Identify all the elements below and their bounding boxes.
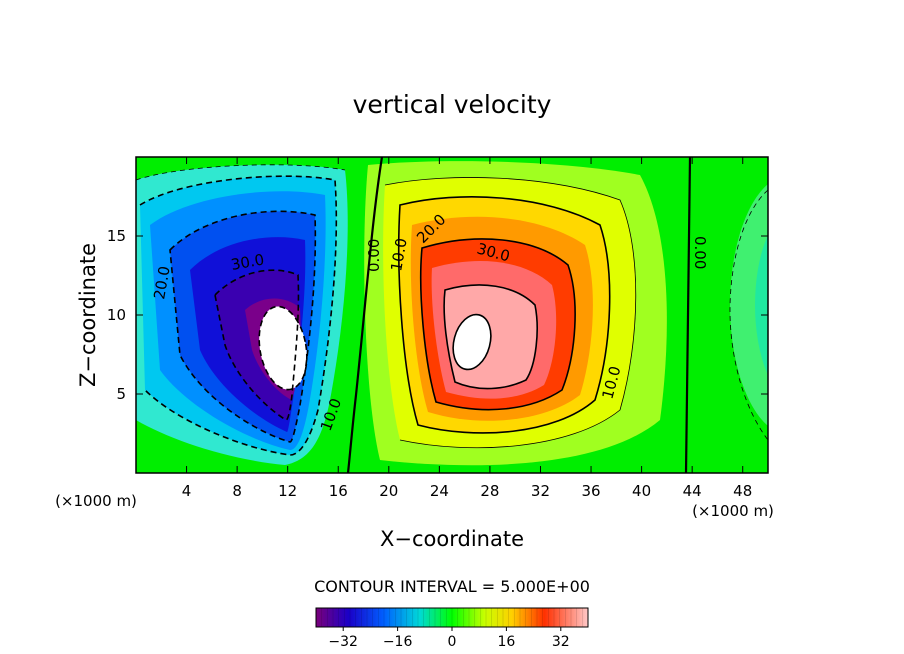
x-tick-label: 40 bbox=[632, 482, 651, 500]
pos-contour-30 bbox=[443, 284, 538, 390]
y-axis: 5 10 15 bbox=[107, 227, 768, 403]
x-tick-label: 12 bbox=[278, 482, 297, 500]
contour-field: 20.0 30.0 10.0 0.00 10.0 20.0 30.0 10.0 … bbox=[136, 157, 768, 473]
zero-contour-right bbox=[684, 157, 692, 473]
downdraft-core-outline bbox=[258, 305, 308, 391]
x-tick-label: 24 bbox=[430, 482, 449, 500]
x-tick-label: 20 bbox=[379, 482, 398, 500]
colorbar: −32 −16 0 16 32 bbox=[315, 607, 589, 650]
right-weak-downdraft bbox=[730, 184, 768, 426]
colorbar-tick-label: 16 bbox=[497, 634, 515, 650]
updraft-core-outline bbox=[452, 313, 492, 371]
y-axis-title: Z−coordinate bbox=[76, 243, 100, 387]
contour-lines bbox=[136, 157, 768, 473]
x-unit-left: (×1000 m) bbox=[55, 492, 137, 510]
contour-label: 10.0 bbox=[387, 237, 411, 273]
contour-label: 0.00 bbox=[691, 236, 709, 269]
neg-contour-thin-1 bbox=[136, 164, 346, 181]
downdraft-cell bbox=[136, 164, 348, 465]
x-unit-right: (×1000 m) bbox=[692, 502, 774, 520]
contour-label: 30.0 bbox=[230, 250, 266, 274]
contour-interval-label: CONTOUR INTERVAL = 5.000E+00 bbox=[314, 577, 590, 596]
updraft-cell bbox=[364, 161, 667, 466]
x-tick-label: 16 bbox=[329, 482, 348, 500]
x-tick-label: 8 bbox=[232, 482, 242, 500]
colorbar-stripes bbox=[321, 608, 583, 627]
right-weak-downdraft-core bbox=[755, 234, 768, 376]
x-tick-label: 36 bbox=[581, 482, 600, 500]
colorbar-ticks: −32 −16 0 16 32 bbox=[328, 627, 570, 650]
x-axis-title: X−coordinate bbox=[380, 527, 524, 551]
chart-title: vertical velocity bbox=[353, 90, 552, 119]
pos-contour-5 bbox=[384, 177, 637, 449]
updraft-core bbox=[453, 314, 491, 370]
pos-contour-10 bbox=[398, 196, 611, 434]
neg-contour-10 bbox=[139, 175, 338, 456]
x-tick-label: 48 bbox=[733, 482, 752, 500]
neg-contour-30 bbox=[214, 269, 300, 421]
x-axis: 4 8 12 16 20 24 28 32 36 40 44 48 bbox=[182, 157, 752, 500]
neg-contour-20 bbox=[169, 210, 317, 443]
colorbar-tick-label: 32 bbox=[552, 634, 570, 650]
colorbar-tick-label: −32 bbox=[328, 634, 358, 650]
neg-contour-thin-right bbox=[729, 189, 768, 441]
colorbar-tick-label: 0 bbox=[448, 634, 457, 650]
contour-label: 20.0 bbox=[150, 265, 174, 301]
y-tick-label: 15 bbox=[107, 227, 126, 245]
x-tick-label: 4 bbox=[182, 482, 192, 500]
colorbar-tick-label: −16 bbox=[383, 634, 413, 650]
x-tick-label: 32 bbox=[531, 482, 550, 500]
pos-contour-20 bbox=[419, 238, 576, 411]
x-tick-label: 44 bbox=[683, 482, 702, 500]
y-tick-label: 10 bbox=[107, 306, 126, 324]
contour-label: 0.00 bbox=[365, 239, 383, 272]
x-tick-label: 28 bbox=[480, 482, 499, 500]
zero-contour-center bbox=[346, 157, 384, 473]
y-tick-label: 5 bbox=[116, 385, 126, 403]
